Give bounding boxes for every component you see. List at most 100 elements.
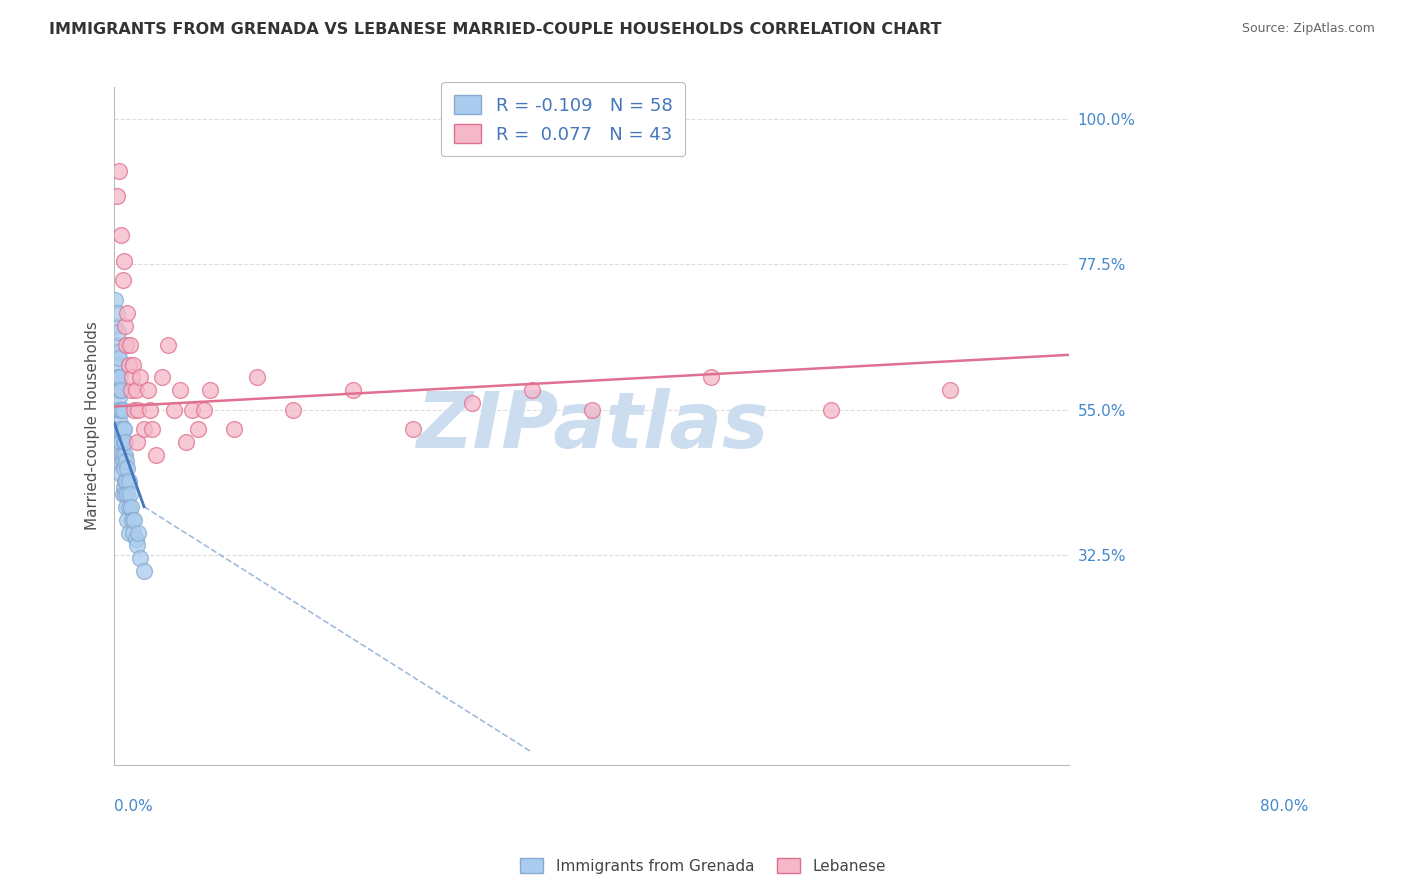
Text: ZIPatlas: ZIPatlas <box>416 388 768 464</box>
Point <box>110 402 132 417</box>
Point <box>127 525 149 540</box>
Point <box>117 474 139 488</box>
Point <box>129 370 152 384</box>
Point <box>112 254 135 268</box>
Point <box>108 370 131 384</box>
Point <box>110 422 132 436</box>
Point <box>169 384 191 398</box>
Point <box>115 500 138 514</box>
Point <box>111 402 134 417</box>
Point <box>222 422 245 436</box>
Point <box>115 474 138 488</box>
Point <box>121 513 143 527</box>
Point <box>105 370 128 384</box>
Point <box>107 358 129 372</box>
Point <box>124 402 146 417</box>
Point <box>112 480 135 494</box>
Point <box>125 384 148 398</box>
Point <box>461 396 484 410</box>
Point <box>108 390 131 404</box>
Text: 0.0%: 0.0% <box>114 799 153 814</box>
Point <box>111 422 134 436</box>
Point <box>141 422 163 436</box>
Point <box>125 539 148 553</box>
Point <box>127 402 149 417</box>
Point <box>118 338 141 352</box>
Point <box>283 402 305 417</box>
Point <box>132 422 155 436</box>
Point <box>107 344 129 359</box>
Point <box>150 370 173 384</box>
Point <box>193 402 215 417</box>
Point <box>108 422 131 436</box>
Point <box>111 487 134 501</box>
Point <box>105 338 128 352</box>
Point <box>246 370 269 384</box>
Point <box>939 384 962 398</box>
Point <box>117 513 139 527</box>
Point <box>104 318 127 333</box>
Point <box>174 435 197 450</box>
Point <box>108 416 131 430</box>
Point <box>112 461 135 475</box>
Point <box>187 422 209 436</box>
Point <box>198 384 221 398</box>
Point <box>115 338 138 352</box>
Point <box>104 293 127 307</box>
Point <box>700 370 723 384</box>
Point <box>107 384 129 398</box>
Point <box>114 487 136 501</box>
Point <box>108 454 131 468</box>
Point <box>129 551 152 566</box>
Point <box>342 384 364 398</box>
Point <box>108 402 131 417</box>
Point <box>124 513 146 527</box>
Point <box>581 402 603 417</box>
Point <box>114 474 136 488</box>
Point <box>108 402 131 417</box>
Point <box>108 163 131 178</box>
Point <box>120 384 142 398</box>
Point <box>114 448 136 462</box>
Point <box>820 402 842 417</box>
Point <box>118 487 141 501</box>
Point <box>163 402 186 417</box>
Point <box>108 384 131 398</box>
Point <box>111 273 134 287</box>
Point <box>108 435 131 450</box>
Point <box>139 402 162 417</box>
Point <box>117 525 139 540</box>
Point <box>115 454 138 468</box>
Point <box>105 189 128 203</box>
Point <box>110 435 132 450</box>
Text: IMMIGRANTS FROM GRENADA VS LEBANESE MARRIED-COUPLE HOUSEHOLDS CORRELATION CHART: IMMIGRANTS FROM GRENADA VS LEBANESE MARR… <box>49 22 942 37</box>
Point <box>108 370 131 384</box>
Point <box>132 565 155 579</box>
Point <box>145 448 167 462</box>
Point <box>122 525 145 540</box>
Point <box>108 351 131 365</box>
Point <box>125 435 148 450</box>
Point <box>117 461 139 475</box>
Point <box>110 448 132 462</box>
Legend: R = -0.109   N = 58, R =  0.077   N = 43: R = -0.109 N = 58, R = 0.077 N = 43 <box>441 82 685 156</box>
Point <box>122 358 145 372</box>
Point <box>110 384 132 398</box>
Point <box>111 454 134 468</box>
Point <box>112 435 135 450</box>
Point <box>110 228 132 243</box>
Legend: Immigrants from Grenada, Lebanese: Immigrants from Grenada, Lebanese <box>515 852 891 880</box>
Point <box>120 500 142 514</box>
Point <box>114 318 136 333</box>
Point <box>110 467 132 482</box>
Text: 80.0%: 80.0% <box>1260 799 1308 814</box>
Point <box>117 500 139 514</box>
Point <box>520 384 543 398</box>
Point <box>112 422 135 436</box>
Point <box>117 306 139 320</box>
Point <box>125 532 148 546</box>
Text: Source: ZipAtlas.com: Source: ZipAtlas.com <box>1241 22 1375 36</box>
Point <box>111 448 134 462</box>
Point <box>136 384 159 398</box>
Point <box>117 487 139 501</box>
